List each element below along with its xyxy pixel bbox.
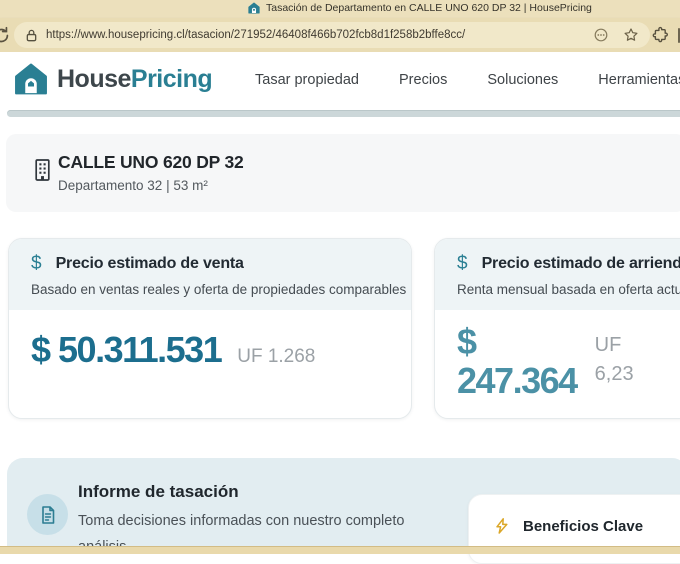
house-logo-icon xyxy=(14,63,48,95)
nav-herramientas-label: Herramientas xyxy=(598,72,680,88)
sale-estimate-card: $ Precio estimado de venta Basado en ven… xyxy=(8,238,412,419)
permissions-dots-icon[interactable] xyxy=(593,27,609,43)
sale-uf-value: UF 1.268 xyxy=(237,346,315,368)
rent-uf-block: UF 6,23 xyxy=(595,323,634,400)
sale-price-value: $ 50.311.531 xyxy=(31,329,221,371)
extensions-puzzle-icon[interactable] xyxy=(652,26,669,43)
property-address-title: CALLE UNO 620 DP 32 xyxy=(58,152,244,173)
rent-card-subtitle: Renta mensual basada en oferta actual de xyxy=(457,282,680,297)
lightning-bolt-icon xyxy=(493,517,511,535)
rent-price-number: 247.364 xyxy=(457,362,577,401)
report-title: Informe de tasación xyxy=(78,482,239,502)
nav-item-tasar-propiedad[interactable]: Tasar propiedad xyxy=(255,72,359,88)
rent-value-row: $ 247.364 UF 6,23 xyxy=(435,310,680,400)
logo-wordmark: HousePricing xyxy=(57,67,212,92)
housepricing-logo[interactable]: HousePricing xyxy=(14,63,212,95)
building-icon xyxy=(32,158,53,182)
main-nav: Tasar propiedad Precios Soluciones Herra… xyxy=(255,66,680,94)
property-summary-panel: CALLE UNO 620 DP 32 Departamento 32 | 53… xyxy=(6,134,680,212)
sale-card-subtitle: Basado en ventas reales y oferta de prop… xyxy=(31,282,389,297)
sale-card-header: $ Precio estimado de venta Basado en ven… xyxy=(9,239,411,310)
url-pill[interactable]: https://www.housepricing.cl/tasacion/271… xyxy=(14,22,650,48)
browser-tab[interactable]: Tasación de Departamento en CALLE UNO 62… xyxy=(248,2,592,14)
dollar-icon: $ xyxy=(31,254,42,273)
nav-item-herramientas[interactable]: Herramientas xyxy=(598,72,680,88)
sale-value-row: $ 50.311.531 UF 1.268 xyxy=(9,310,411,371)
rent-uf-value: 6,23 xyxy=(595,360,634,389)
nav-item-precios[interactable]: Precios xyxy=(399,72,447,88)
browser-address-bar: https://www.housepricing.cl/tasacion/271… xyxy=(0,18,680,53)
section-divider-strip xyxy=(7,110,680,117)
bookmark-star-icon[interactable] xyxy=(623,27,639,43)
rent-card-header: $ Precio estimado de arriendo Renta mens… xyxy=(435,239,680,310)
reload-icon[interactable] xyxy=(0,26,11,45)
report-panel: Informe de tasación Toma decisiones info… xyxy=(7,458,680,553)
site-header: HousePricing Tasar propiedad Precios Sol… xyxy=(0,52,680,108)
sale-card-title: Precio estimado de venta xyxy=(56,255,244,273)
logo-word-house: House xyxy=(57,65,131,93)
logo-word-pricing: Pricing xyxy=(131,65,212,93)
dollar-icon: $ xyxy=(457,254,468,273)
browser-tab-bar: Tasación de Departamento en CALLE UNO 62… xyxy=(0,0,680,18)
rent-price-value: $ 247.364 xyxy=(457,323,577,400)
report-icon-badge xyxy=(27,494,68,535)
benefits-title: Beneficios Clave xyxy=(523,518,643,535)
property-details: Departamento 32 | 53 m² xyxy=(58,178,208,193)
rent-estimate-card: $ Precio estimado de arriendo Renta mens… xyxy=(434,238,680,419)
rent-price-symbol: $ xyxy=(457,323,577,362)
address-bar-url[interactable]: https://www.housepricing.cl/tasacion/271… xyxy=(46,29,593,41)
document-icon xyxy=(38,505,58,525)
tab-favicon-house-icon xyxy=(248,2,260,14)
rent-card-title: Precio estimado de arriendo xyxy=(482,255,680,273)
nav-item-soluciones[interactable]: Soluciones xyxy=(487,72,558,88)
site-security-lock-icon[interactable] xyxy=(25,28,38,43)
rent-uf-label: UF xyxy=(595,331,634,360)
tab-title: Tasación de Departamento en CALLE UNO 62… xyxy=(266,2,592,14)
